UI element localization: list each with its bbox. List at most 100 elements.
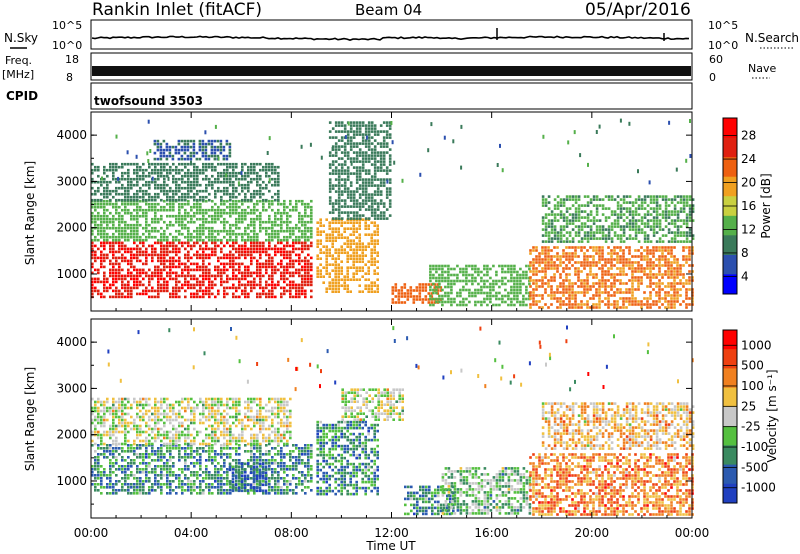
- power-cell: [223, 286, 226, 290]
- power-cell: [265, 232, 268, 236]
- power-cell: [166, 271, 169, 275]
- power-cell: [571, 216, 575, 219]
- power-cell: [613, 246, 616, 249]
- power-cell: [118, 211, 121, 215]
- power-cell: [355, 211, 359, 214]
- power-cell: [301, 220, 304, 224]
- power-cell: [367, 172, 371, 175]
- power-cell: [376, 184, 380, 187]
- power-cell: [661, 297, 664, 300]
- power-cell: [165, 154, 169, 158]
- power-cell: [139, 174, 142, 178]
- power-cell: [97, 180, 100, 184]
- power-cell: [196, 250, 199, 254]
- power-cell: [598, 297, 601, 300]
- power-cell: [340, 272, 343, 275]
- power-cell: [220, 250, 223, 254]
- power-cell: [474, 279, 477, 283]
- power-cell: [376, 266, 379, 269]
- power-cell: [160, 283, 163, 287]
- power-cell: [661, 210, 665, 213]
- power-cell: [214, 189, 217, 193]
- power-cell: [109, 271, 112, 275]
- power-cell: [160, 259, 163, 263]
- power-cell: [682, 264, 685, 267]
- power-cell: [541, 201, 545, 204]
- power-cell: [181, 195, 184, 199]
- power-cell: [226, 162, 229, 166]
- power-cell: [259, 186, 262, 190]
- velocity-cell: [118, 468, 121, 471]
- power-cell: [103, 226, 106, 230]
- power-cell: [673, 294, 676, 297]
- power-cell: [598, 237, 602, 240]
- power-cell: [304, 280, 307, 284]
- power-cell: [151, 256, 154, 260]
- power-cell: [223, 265, 226, 269]
- power-cell: [145, 271, 148, 275]
- power-cell: [235, 238, 238, 242]
- power-cell: [447, 300, 450, 304]
- power-cell: [223, 199, 226, 203]
- power-cell: [658, 300, 661, 303]
- power-cell: [154, 183, 157, 187]
- power-cell: [462, 288, 465, 292]
- power-cell: [577, 231, 581, 234]
- power-cell: [373, 184, 377, 187]
- power-cell: [151, 295, 154, 299]
- power-cell: [94, 180, 97, 184]
- velocity-cell: [97, 483, 100, 486]
- power-cell: [232, 205, 235, 209]
- power-cell: [211, 183, 214, 187]
- power-cell: [298, 229, 301, 233]
- power-cell: [574, 270, 577, 273]
- power-cell: [181, 244, 184, 248]
- power-cell: [190, 277, 193, 281]
- power-cell: [547, 237, 551, 240]
- power-cell: [685, 261, 688, 264]
- power-cell: [432, 267, 435, 271]
- power-cell: [352, 151, 356, 154]
- power-cell: [153, 142, 157, 146]
- power-cell: [583, 279, 586, 282]
- power-cell: [592, 285, 595, 288]
- power-cell: [241, 198, 244, 202]
- power-cell: [283, 256, 286, 260]
- power-cell: [658, 225, 662, 228]
- power-cell: [477, 282, 480, 286]
- power-cell: [568, 213, 572, 216]
- power-cell: [181, 283, 184, 287]
- colorbar-swatch: [723, 118, 737, 139]
- power-cell: [184, 192, 187, 196]
- power-cell: [379, 130, 383, 133]
- power-cell: [616, 267, 619, 270]
- power-cell: [625, 300, 628, 303]
- power-cell: [562, 213, 566, 216]
- power-cell: [619, 267, 622, 270]
- power-cell: [364, 184, 368, 187]
- power-cell: [373, 263, 376, 266]
- power-cell: [664, 195, 668, 198]
- power-cell: [358, 160, 362, 163]
- velocity-cell: [91, 444, 94, 447]
- power-cell: [355, 227, 358, 230]
- power-cell: [229, 211, 232, 215]
- power-cell: [274, 229, 277, 233]
- power-cell: [528, 282, 531, 286]
- power-cell: [507, 267, 510, 271]
- power-cell: [510, 276, 513, 280]
- power-cell: [667, 291, 670, 294]
- power-cell: [529, 297, 532, 300]
- power-cell: [673, 267, 676, 270]
- power-cell: [519, 276, 522, 280]
- power-cell: [337, 227, 340, 230]
- power-cell: [607, 279, 610, 282]
- power-cell: [568, 294, 571, 297]
- power-cell: [340, 199, 344, 202]
- power-cell: [553, 207, 557, 210]
- power-cell: [337, 139, 341, 142]
- power-cell: [616, 219, 620, 222]
- power-cell: [247, 211, 250, 215]
- power-cell: [334, 184, 338, 187]
- power-cell: [205, 268, 208, 272]
